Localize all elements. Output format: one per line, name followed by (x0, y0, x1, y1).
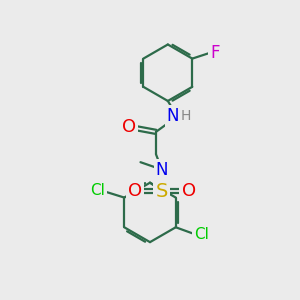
Text: N: N (156, 160, 168, 178)
Text: N: N (167, 107, 179, 125)
Text: Cl: Cl (90, 183, 105, 198)
Text: O: O (128, 182, 142, 200)
Text: S: S (156, 182, 168, 200)
Text: O: O (182, 182, 196, 200)
Text: O: O (122, 118, 136, 136)
Text: Cl: Cl (194, 227, 209, 242)
Text: H: H (181, 110, 191, 123)
Text: F: F (210, 44, 220, 62)
